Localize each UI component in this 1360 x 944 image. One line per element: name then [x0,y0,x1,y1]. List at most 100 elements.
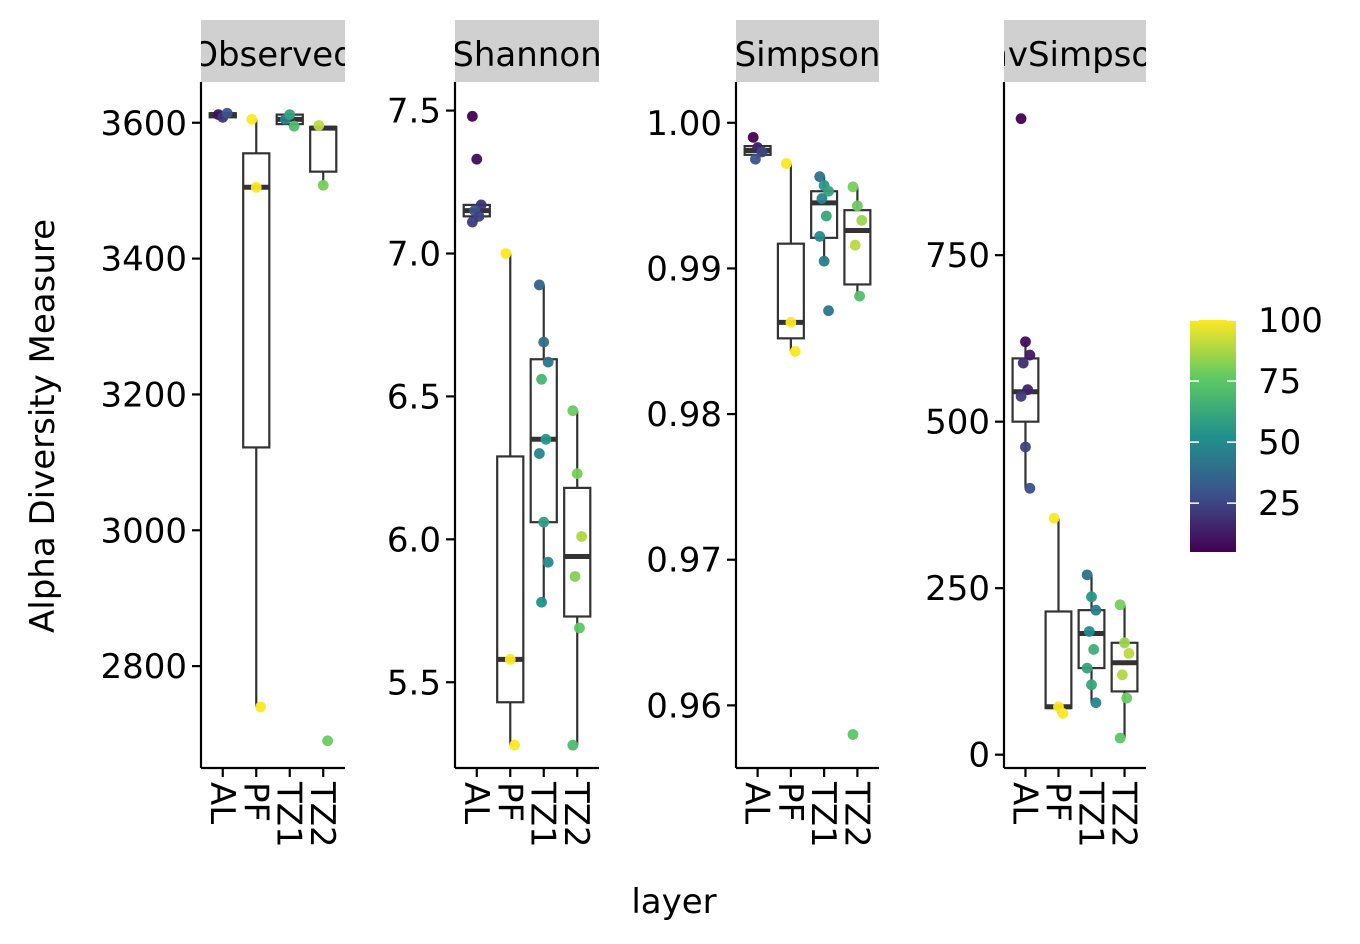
y-tick-label: 3600 [100,104,187,144]
data-point [1086,679,1097,691]
x-tick-label: TZ1 [803,781,843,848]
data-point [1086,591,1097,603]
x-tick-label: PF [235,782,275,822]
legend-tick-label: 100 [1258,301,1323,341]
y-tick-label: 3000 [100,511,187,551]
data-point [747,131,759,143]
data-point [1015,390,1027,402]
data-point [1116,669,1128,681]
data-point [466,110,478,122]
colorbar [1190,320,1236,552]
data-point [1123,648,1135,659]
color-legend: 25 50 75 100 [1190,301,1323,552]
data-point [1024,349,1036,361]
data-point [313,120,325,131]
data-point [536,373,547,385]
legend-tick-label: 50 [1258,423,1301,463]
data-point [317,179,329,191]
x-tick-label: AL [1004,782,1044,824]
data-point [756,146,768,158]
data-point [1020,336,1031,348]
facet-strip [455,20,599,82]
data-point [820,210,832,222]
data-point [542,556,554,568]
box-iqr [1110,641,1139,693]
data-point [1121,692,1133,704]
data-point [1114,599,1126,611]
data-point [1015,113,1027,125]
data-point [1020,441,1031,453]
data-point [221,107,233,119]
facet-strip-label: Shannon [452,35,601,75]
data-point [823,305,834,317]
data-point [542,356,554,368]
box-pf [1044,518,1073,714]
data-point [538,516,550,528]
data-point [567,405,579,417]
data-point [1114,732,1126,744]
data-point [540,433,552,445]
x-tick-label: TZ2 [1104,781,1144,848]
data-point [574,622,585,634]
y-tick-label: 7.0 [387,235,441,275]
legend-tick-label: 75 [1258,362,1301,402]
y-tick-label: 0 [968,736,990,776]
x-tick-label: AL [737,782,777,824]
data-point [847,181,859,193]
y-tick-label: 6.5 [387,377,441,417]
box-tz1 [1077,574,1106,703]
data-point [1119,637,1130,649]
data-point [500,248,512,259]
data-point [284,109,296,121]
y-tick-label: 0.98 [646,395,722,435]
y-tick-label: 3400 [100,240,187,280]
data-point [856,214,868,226]
facet-strip [736,20,879,82]
data-point [1088,644,1100,655]
x-tick-label: PF [770,782,810,822]
data-point [567,739,579,751]
y-tick-label: 6.0 [387,520,441,560]
data-point [571,468,583,479]
x-tick-label: TZ2 [302,781,342,848]
data-point [569,571,581,582]
data-point [1048,512,1060,524]
data-point [1024,482,1036,494]
box-iqr [309,125,338,173]
data-point [536,596,547,608]
box-pf [496,253,525,746]
y-tick-label: 1.00 [646,104,722,144]
y-tick-label: 7.5 [387,92,441,132]
data-point [1022,384,1034,396]
y-tick-label: 5.5 [387,663,441,703]
y-tick-label: 2800 [100,647,187,687]
box-iqr [242,152,271,449]
data-point [823,185,834,197]
data-point [1081,662,1093,674]
data-point [789,346,801,357]
data-point [288,120,300,132]
data-point [1081,569,1093,581]
box-pf [776,163,805,352]
facet-strip-label: Simpson [735,35,881,75]
data-point [785,316,797,328]
facet-panels: Observed28003000320034003600ALPFTZ1TZ2Sh… [100,20,1146,848]
legend-tick-label: 25 [1258,484,1301,524]
data-point [1057,707,1069,719]
facet-strip-label: Observed [191,35,355,75]
y-tick-label: 0.97 [646,541,722,581]
facet-strip [201,20,345,82]
data-point [818,255,830,267]
data-point [466,216,478,228]
data-point [847,729,859,740]
x-tick-label: TZ2 [836,781,876,848]
box-iqr [1077,609,1106,670]
box-pf [242,119,271,707]
data-point [576,531,588,542]
data-point [1090,604,1102,616]
data-point [246,113,258,125]
data-point [816,193,828,204]
y-tick-label: 500 [925,403,990,443]
